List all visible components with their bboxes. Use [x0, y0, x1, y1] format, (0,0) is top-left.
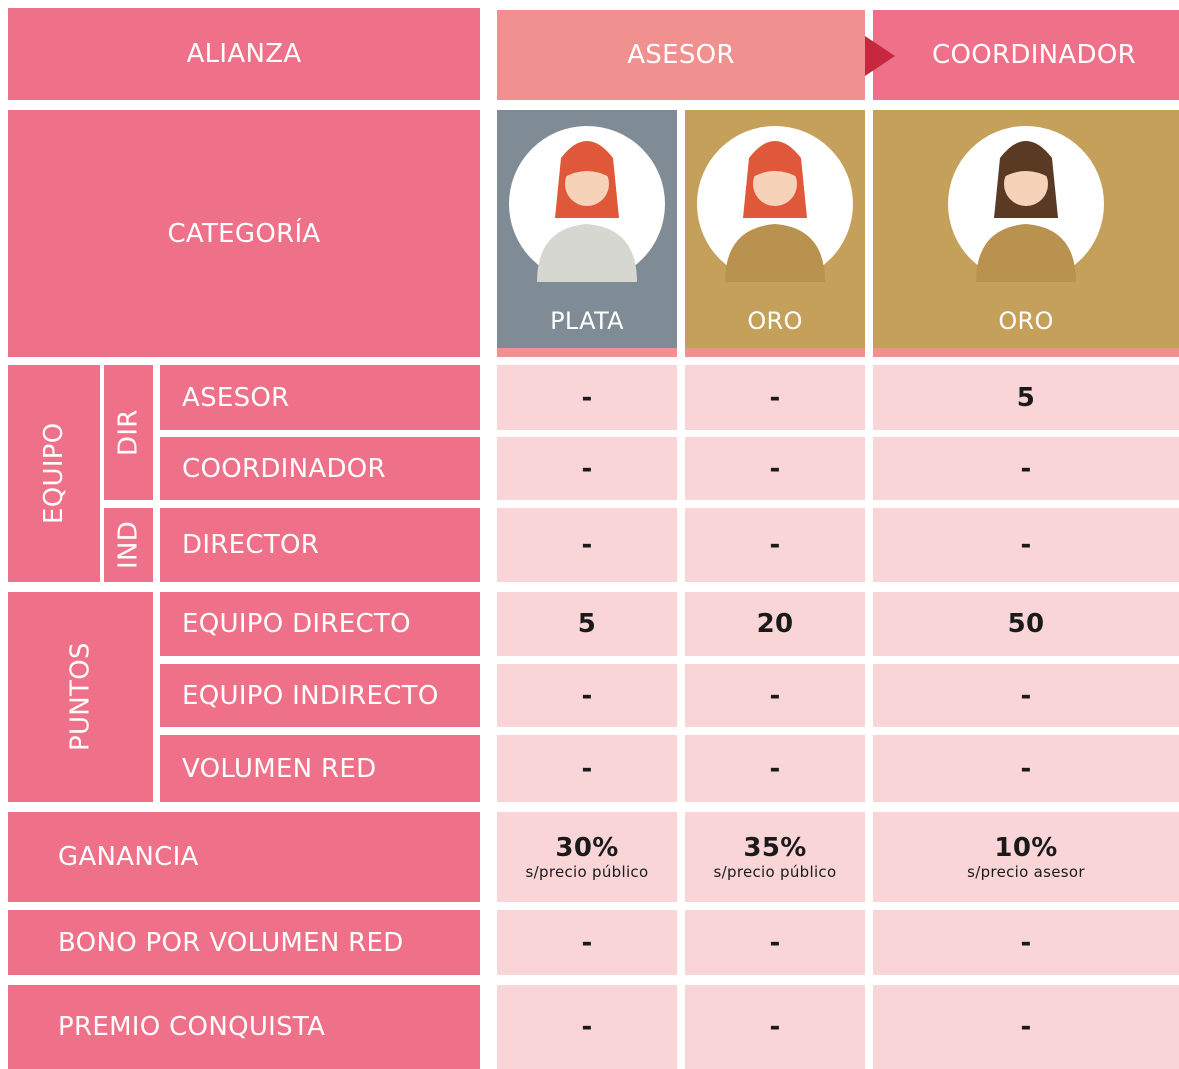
category-level: ORO: [747, 307, 803, 335]
ganancia-label: GANANCIA: [8, 812, 480, 902]
value-cell: 5: [873, 365, 1179, 430]
avatar: [509, 126, 665, 282]
value-cell: -: [497, 508, 677, 582]
value-cell: -: [685, 437, 865, 500]
ganancia-value: 30%: [555, 833, 619, 863]
row-label: EQUIPO INDIRECTO: [160, 664, 480, 727]
premio-label: PREMIO CONQUISTA: [8, 985, 480, 1069]
ganancia-cell: 30% s/precio público: [497, 812, 677, 902]
arrow: [865, 36, 895, 76]
value-cell: -: [497, 664, 677, 727]
ganancia-note: s/precio público: [525, 863, 649, 881]
value-cell: -: [685, 508, 865, 582]
row-label: DIRECTOR: [160, 508, 480, 582]
ganancia-note: s/precio asesor: [967, 863, 1085, 881]
asesor-header: ASESOR: [497, 10, 865, 100]
categoria-label: CATEGORÍA: [8, 110, 480, 357]
ganancia-value: 35%: [743, 833, 807, 863]
puntos-label: PUNTOS: [8, 592, 153, 802]
value-cell: -: [497, 910, 677, 975]
coordinador-header: COORDINADOR: [873, 10, 1179, 100]
value-cell: -: [685, 910, 865, 975]
value-cell: -: [497, 985, 677, 1069]
value-cell: 50: [873, 592, 1179, 656]
value-cell: -: [497, 365, 677, 430]
value-cell: 5: [497, 592, 677, 656]
ganancia-note: s/precio público: [713, 863, 837, 881]
avatar: [948, 126, 1104, 282]
dir-label: DIR: [104, 365, 153, 500]
bono-label: BONO POR VOLUMEN RED: [8, 910, 480, 975]
value-cell: -: [497, 735, 677, 802]
ind-label: IND: [104, 508, 153, 582]
row-label: EQUIPO DIRECTO: [160, 592, 480, 656]
row-label: VOLUMEN RED: [160, 735, 480, 802]
value-cell: -: [685, 985, 865, 1069]
ganancia-cell: 35% s/precio público: [685, 812, 865, 902]
equipo-label: EQUIPO: [8, 365, 100, 582]
value-cell: -: [873, 437, 1179, 500]
category-level: ORO: [998, 307, 1054, 335]
category-stripe: [497, 348, 677, 357]
category-level: PLATA: [550, 307, 624, 335]
value-cell: -: [685, 664, 865, 727]
alianza-header: ALIANZA: [8, 8, 480, 100]
value-cell: -: [873, 508, 1179, 582]
value-cell: -: [873, 664, 1179, 727]
ganancia-cell: 10% s/precio asesor: [873, 812, 1179, 902]
category-stripe: [873, 348, 1179, 357]
value-cell: -: [685, 735, 865, 802]
value-cell: 20: [685, 592, 865, 656]
avatar: [697, 126, 853, 282]
row-label: ASESOR: [160, 365, 480, 430]
category-stripe: [685, 348, 865, 357]
row-label: COORDINADOR: [160, 437, 480, 500]
value-cell: -: [873, 985, 1179, 1069]
value-cell: -: [873, 910, 1179, 975]
value-cell: -: [873, 735, 1179, 802]
value-cell: -: [497, 437, 677, 500]
ganancia-value: 10%: [994, 833, 1058, 863]
value-cell: -: [685, 365, 865, 430]
